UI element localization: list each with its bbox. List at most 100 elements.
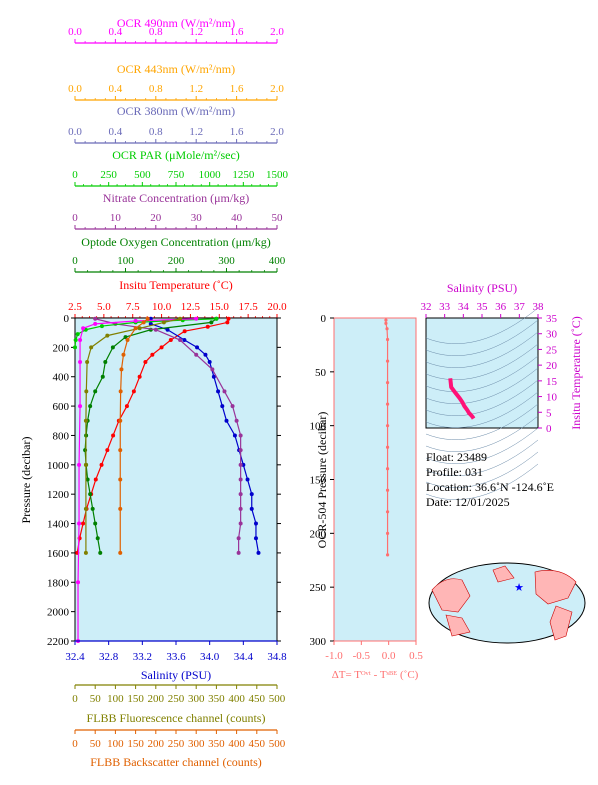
series-point-1 bbox=[195, 345, 200, 350]
bottom-axis-fluor-tick-label: 300 bbox=[188, 693, 205, 705]
main-y-tick-label: 2000 bbox=[47, 607, 70, 619]
series-point-1 bbox=[211, 374, 216, 379]
series-point-0 bbox=[225, 320, 230, 325]
bottom-axes-group: Salinity (PSU) 32.4 32.8 33.2 33.6 34.0 34.4 34… bbox=[65, 640, 287, 769]
bottom-axis-backscatter-tick-label: 400 bbox=[228, 738, 245, 750]
series-point-0 bbox=[143, 360, 148, 365]
ts-x-tick-label: 38 bbox=[533, 301, 545, 313]
series-point-0 bbox=[182, 329, 187, 334]
top-axis-ocr380-tick-label: 2.0 bbox=[270, 126, 284, 138]
series-point-7 bbox=[118, 418, 123, 423]
dt-series-point bbox=[385, 531, 390, 535]
dt-series-point bbox=[385, 424, 390, 428]
top-axis-ocrpar-tick-label: 0 bbox=[72, 169, 78, 181]
ocr-y-tick-label: 200 bbox=[310, 528, 327, 540]
top-axis-temp-tick-label: 10.0 bbox=[152, 301, 172, 313]
bottom-axis-salinity-title: Salinity (PSU) bbox=[141, 668, 211, 682]
series-point-5 bbox=[76, 580, 81, 585]
dt-series-point bbox=[385, 445, 390, 449]
bottom-axis-backscatter-tick-label: 450 bbox=[249, 738, 266, 750]
top-axis-ocr490-tick-label: 1.2 bbox=[189, 26, 203, 38]
series-point-1 bbox=[224, 418, 229, 423]
series-point-7 bbox=[118, 477, 123, 482]
dt-series-point bbox=[385, 510, 390, 514]
dt-series-line bbox=[385, 320, 389, 555]
ocr-y-tick-label: 50 bbox=[315, 367, 327, 379]
main-y-tick-label: 1200 bbox=[47, 489, 70, 501]
series-point-4 bbox=[214, 316, 219, 321]
top-axis-temp-tick-label: 2.5 bbox=[68, 301, 82, 313]
series-point-2 bbox=[93, 521, 98, 526]
series-point-6 bbox=[83, 506, 88, 511]
top-axis-ocr443-tick-label: 2.0 bbox=[270, 83, 284, 95]
top-axis-nitrate-title: Nitrate Concentration (μm/kg) bbox=[103, 191, 249, 205]
dt-plot-area bbox=[333, 317, 417, 642]
date: Date: 12/01/2025 bbox=[426, 495, 510, 509]
series-point-3 bbox=[178, 338, 183, 343]
series-point-3 bbox=[236, 536, 241, 541]
top-axes-group: OCR 490nm (W/m²/nm) 0.0 0.4 0.8 1.2 1.6 2.0 OCR… bbox=[68, 16, 289, 319]
ts-density-contour bbox=[425, 319, 539, 356]
top-axis-ocr443-tick-label: 0.4 bbox=[109, 83, 123, 95]
top-axis-temp-tick-label: 5.0 bbox=[97, 301, 111, 313]
top-axis-ocr443-title: OCR 443nm (W/m²/nm) bbox=[117, 62, 235, 76]
ts-density-contour bbox=[425, 427, 539, 464]
ts-y-tick-label: 25 bbox=[546, 344, 558, 356]
top-axis-nitrate-tick-label: 20 bbox=[150, 212, 162, 224]
delta-t-panel: 0 50 100 150 200 250 300 OCR-504 Pressure (deci… bbox=[310, 313, 424, 681]
series-point-0 bbox=[105, 448, 110, 453]
series-point-6 bbox=[105, 333, 110, 338]
series-point-0 bbox=[81, 521, 86, 526]
main-profile-panel: 0 200 400 600 800 1000 1200 1400 1600 1800 2000 220… bbox=[19, 313, 281, 648]
series-point-1 bbox=[182, 338, 187, 343]
series-point-5 bbox=[78, 404, 83, 409]
ts-y-tick-label: 10 bbox=[546, 392, 558, 404]
series-point-1 bbox=[203, 352, 208, 357]
series-point-3 bbox=[238, 433, 243, 438]
series-point-4 bbox=[73, 338, 78, 343]
series-point-0 bbox=[150, 352, 155, 357]
series-point-3 bbox=[234, 418, 239, 423]
ts-x-tick-label: 37 bbox=[514, 301, 526, 313]
series-point-3 bbox=[222, 389, 227, 394]
ts-diagram-panel: 32 33 34 35 36 37 38 Salinity (PSU) 0 5 10 15 20 25 30… bbox=[421, 281, 583, 500]
series-point-5 bbox=[81, 326, 86, 331]
dt-x-title: ΔT= Tᴼᵛᵗ - Tˢᴮᴱ (˚C) bbox=[332, 669, 419, 681]
series-point-6 bbox=[85, 360, 90, 365]
top-axis-ocrpar-tick-label: 750 bbox=[168, 169, 185, 181]
profile-number: Profile: 031 bbox=[426, 465, 483, 479]
map-landmass-north bbox=[492, 565, 515, 583]
bottom-axis-fluor-tick-label: 100 bbox=[107, 693, 124, 705]
series-point-3 bbox=[238, 521, 243, 526]
bottom-axis-backscatter-title: FLBB Backscatter channel (counts) bbox=[90, 755, 262, 769]
top-axis-temp-title: Insitu Temperature (˚C) bbox=[119, 278, 233, 292]
bottom-axis-backscatter-tick-label: 200 bbox=[148, 738, 165, 750]
series-point-5 bbox=[78, 360, 83, 365]
float-id: Float: 23489 bbox=[426, 450, 487, 464]
series-line-1 bbox=[150, 318, 260, 554]
series-point-4 bbox=[75, 332, 80, 337]
ts-density-contour bbox=[425, 415, 539, 452]
top-axis-ocrpar-tick-label: 250 bbox=[100, 169, 117, 181]
world-map: ★ bbox=[428, 562, 586, 644]
series-point-7 bbox=[145, 316, 150, 321]
series-point-3 bbox=[238, 462, 243, 467]
series-point-6 bbox=[137, 326, 142, 331]
series-point-5 bbox=[133, 318, 138, 323]
bottom-axis-fluor-tick-label: 250 bbox=[168, 693, 185, 705]
series-point-2 bbox=[85, 477, 90, 482]
dt-x-tick-label: 0.0 bbox=[382, 650, 396, 662]
bottom-axis-backscatter-tick-label: 250 bbox=[168, 738, 185, 750]
series-point-5 bbox=[77, 462, 82, 467]
ocr-y-tick-label: 100 bbox=[310, 421, 327, 433]
series-point-3 bbox=[210, 367, 215, 372]
series-point-0 bbox=[93, 477, 98, 482]
series-point-3 bbox=[194, 352, 199, 357]
top-axis-ocr443-tick-label: 1.6 bbox=[230, 83, 244, 95]
series-point-2 bbox=[98, 550, 103, 555]
top-axis-nitrate-tick-label: 40 bbox=[231, 212, 243, 224]
top-axis-ocrpar-tick-label: 1250 bbox=[232, 169, 255, 181]
series-point-1 bbox=[256, 550, 261, 555]
main-y-tick-label: 1000 bbox=[47, 460, 70, 472]
series-point-7 bbox=[121, 352, 126, 357]
